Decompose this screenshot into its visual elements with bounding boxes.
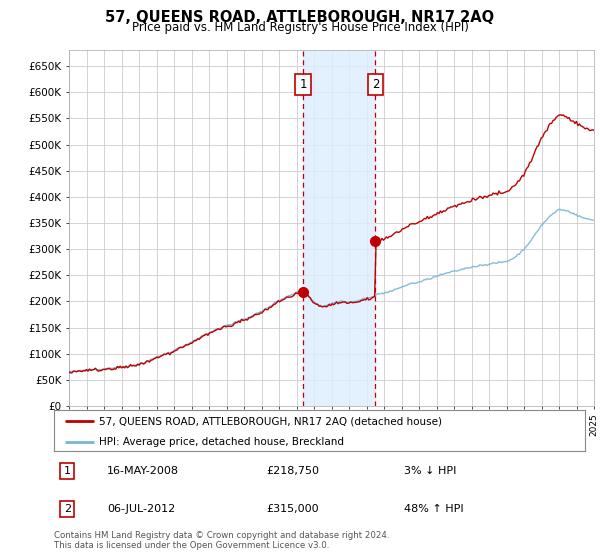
Text: HPI: Average price, detached house, Breckland: HPI: Average price, detached house, Brec… — [99, 437, 344, 447]
Text: 57, QUEENS ROAD, ATTLEBOROUGH, NR17 2AQ (detached house): 57, QUEENS ROAD, ATTLEBOROUGH, NR17 2AQ … — [99, 417, 442, 426]
Text: 1: 1 — [64, 466, 71, 476]
Text: 2: 2 — [371, 78, 379, 91]
Text: Price paid vs. HM Land Registry's House Price Index (HPI): Price paid vs. HM Land Registry's House … — [131, 21, 469, 34]
Text: 06-JUL-2012: 06-JUL-2012 — [107, 504, 175, 514]
Text: 2: 2 — [64, 504, 71, 514]
Text: 48% ↑ HPI: 48% ↑ HPI — [404, 504, 464, 514]
Text: 16-MAY-2008: 16-MAY-2008 — [107, 466, 179, 476]
Text: 57, QUEENS ROAD, ATTLEBOROUGH, NR17 2AQ: 57, QUEENS ROAD, ATTLEBOROUGH, NR17 2AQ — [106, 10, 494, 25]
Text: £218,750: £218,750 — [266, 466, 319, 476]
Bar — [303, 50, 376, 406]
Text: Contains HM Land Registry data © Crown copyright and database right 2024.
This d: Contains HM Land Registry data © Crown c… — [54, 531, 389, 550]
Text: 1: 1 — [299, 78, 307, 91]
Text: £315,000: £315,000 — [266, 504, 319, 514]
Text: 3% ↓ HPI: 3% ↓ HPI — [404, 466, 457, 476]
